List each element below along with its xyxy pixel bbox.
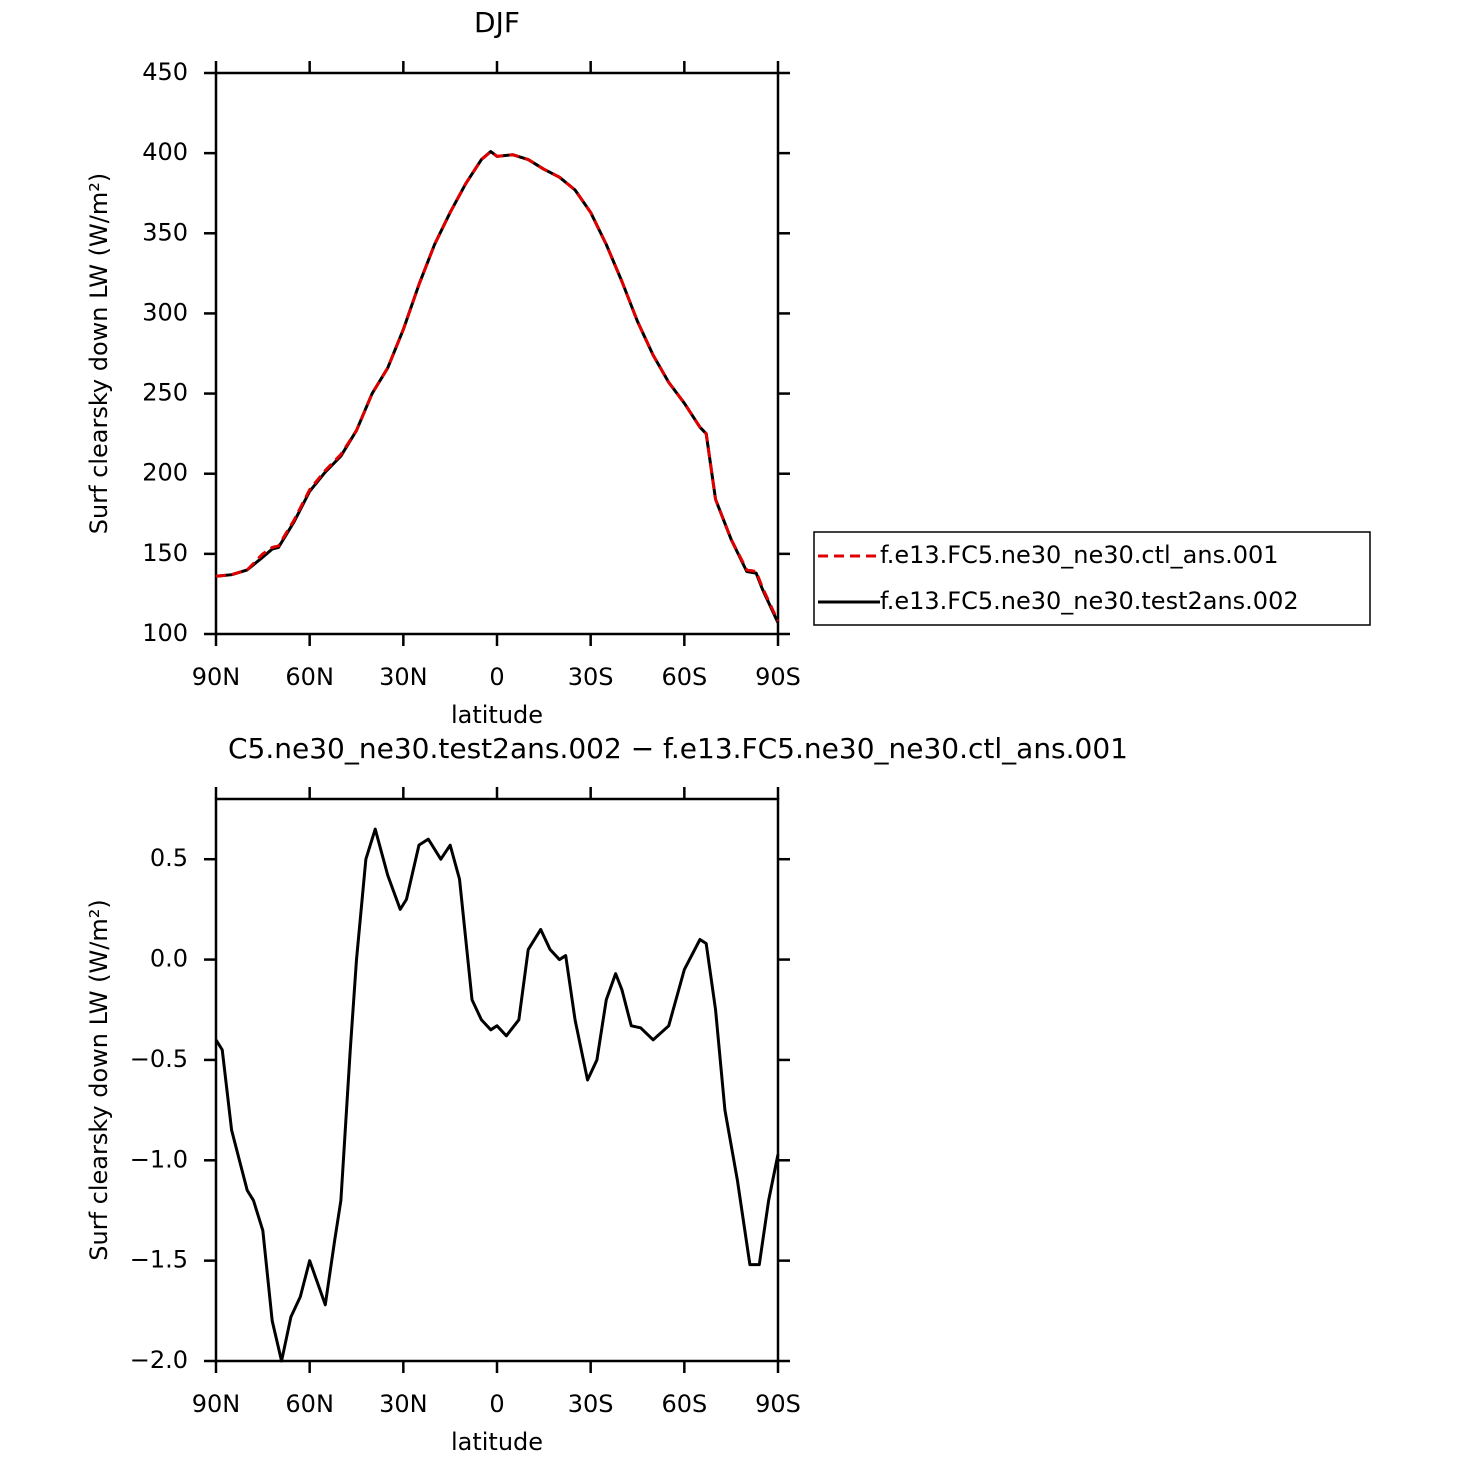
chart-title: DJF [474,6,520,39]
y-tick-label: 0.0 [150,945,188,973]
y-axis-label: Surf clearsky down LW (W/m²) [85,173,113,534]
y-tick-label: 250 [142,379,188,407]
y-tick-label: −1.5 [130,1246,188,1274]
y-tick-label: 200 [142,459,188,487]
y-tick-label: −2.0 [130,1346,188,1374]
y-axis-label: Surf clearsky down LW (W/m²) [85,899,113,1260]
x-tick-label: 0 [489,663,504,691]
x-tick-label: 30N [379,1390,428,1418]
x-tick-label: 90S [755,663,801,691]
y-tick-label: 100 [142,619,188,647]
x-tick-label: 0 [489,1390,504,1418]
y-tick-label: 350 [142,218,188,246]
chart-title: C5.ne30_ne30.test2ans.002 − f.e13.FC5.ne… [228,732,1128,765]
x-tick-label: 30N [379,663,428,691]
x-axis-label: latitude [451,1428,543,1456]
legend-label: f.e13.FC5.ne30_ne30.test2ans.002 [880,587,1299,615]
x-tick-label: 30S [568,1390,614,1418]
x-tick-label: 60S [661,663,707,691]
legend-box [813,531,1371,626]
x-tick-label: 90N [192,663,241,691]
y-tick-label: 150 [142,539,188,567]
x-tick-label: 60S [661,1390,707,1418]
x-tick-label: 30S [568,663,614,691]
x-tick-label: 60N [285,1390,334,1418]
data-line [214,827,780,1363]
data-line [215,150,780,624]
legend-label: f.e13.FC5.ne30_ne30.ctl_ans.001 [880,541,1279,569]
x-tick-label: 90S [755,1390,801,1418]
y-tick-label: 300 [142,298,188,326]
y-tick-label: −0.5 [130,1045,188,1073]
data-line [215,150,780,622]
y-tick-label: 400 [142,138,188,166]
plot-frame [214,797,780,1363]
y-tick-label: 450 [142,58,188,86]
y-tick-label: −1.0 [130,1145,188,1173]
x-tick-label: 90N [192,1390,241,1418]
x-tick-label: 60N [285,663,334,691]
x-axis-label: latitude [451,701,543,729]
plot-frame [214,71,780,636]
y-tick-label: 0.5 [150,844,188,872]
